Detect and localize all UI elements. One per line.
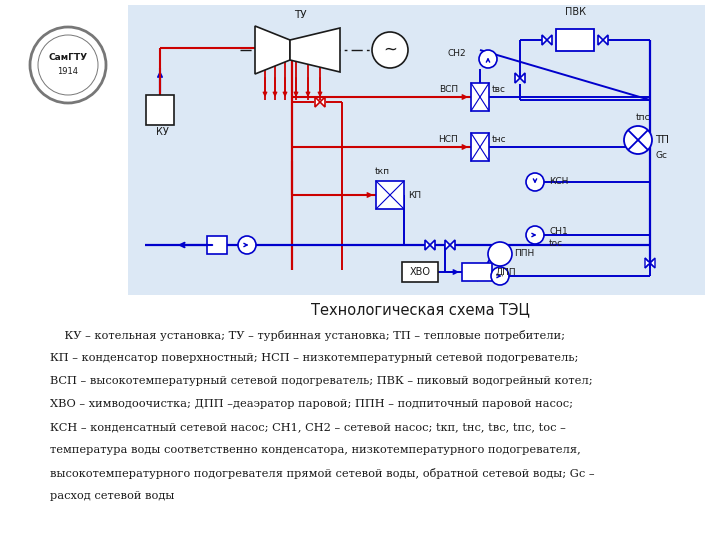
Circle shape bbox=[491, 267, 509, 285]
Polygon shape bbox=[547, 35, 552, 45]
Text: ТП: ТП bbox=[655, 135, 669, 145]
Text: высокотемпературного подогревателя прямой сетевой воды, обратной сетевой воды; G: высокотемпературного подогревателя прямо… bbox=[50, 468, 595, 479]
Circle shape bbox=[526, 226, 544, 244]
Text: Технологическая схема ТЭЦ: Технологическая схема ТЭЦ bbox=[310, 302, 529, 317]
Polygon shape bbox=[255, 26, 290, 74]
Circle shape bbox=[238, 236, 256, 254]
Text: КСН – конденсатный сетевой насос; СН1, СН2 – сетевой насос; tкп, tнс, tвс, tпс, : КСН – конденсатный сетевой насос; СН1, С… bbox=[50, 422, 566, 432]
Circle shape bbox=[372, 32, 408, 68]
Text: КП: КП bbox=[408, 191, 421, 199]
Bar bbox=[402, 262, 438, 282]
Text: 1914: 1914 bbox=[58, 66, 78, 76]
Text: температура воды соответственно конденсатора, низкотемпературного подогревателя,: температура воды соответственно конденса… bbox=[50, 445, 581, 455]
Text: КП – конденсатор поверхностный; НСП – низкотемпературный сетевой подогреватель;: КП – конденсатор поверхностный; НСП – ни… bbox=[50, 353, 578, 363]
Text: tвс: tвс bbox=[492, 84, 506, 93]
Text: tпс: tпс bbox=[636, 113, 651, 123]
Text: ~: ~ bbox=[383, 41, 397, 59]
Text: КСН: КСН bbox=[549, 178, 568, 186]
Text: ДПП: ДПП bbox=[495, 267, 516, 276]
Text: Gc: Gc bbox=[655, 151, 667, 159]
Text: tнс: tнс bbox=[492, 134, 507, 144]
Text: ВСП: ВСП bbox=[439, 84, 458, 93]
Circle shape bbox=[624, 126, 652, 154]
Text: ВСП – высокотемпературный сетевой подогреватель; ПВК – пиковый водогрейный котел: ВСП – высокотемпературный сетевой подогр… bbox=[50, 376, 593, 386]
Text: НСП: НСП bbox=[438, 134, 458, 144]
Polygon shape bbox=[290, 28, 340, 72]
Text: СН2: СН2 bbox=[447, 50, 466, 58]
Text: СамГТУ: СамГТУ bbox=[48, 52, 88, 62]
Bar bbox=[462, 263, 492, 281]
Text: ППН: ППН bbox=[514, 249, 534, 259]
Text: tкп: tкп bbox=[374, 166, 390, 176]
Polygon shape bbox=[430, 240, 435, 250]
Bar bbox=[146, 95, 174, 125]
Text: расход сетевой воды: расход сетевой воды bbox=[50, 491, 174, 501]
Polygon shape bbox=[603, 35, 608, 45]
Circle shape bbox=[30, 27, 106, 103]
Text: tос: tос bbox=[549, 239, 563, 247]
Polygon shape bbox=[542, 35, 547, 45]
Bar bbox=[471, 83, 489, 111]
Text: КУ: КУ bbox=[156, 127, 168, 137]
Text: ПВК: ПВК bbox=[564, 7, 585, 17]
Polygon shape bbox=[515, 73, 520, 83]
Polygon shape bbox=[445, 240, 450, 250]
Circle shape bbox=[526, 173, 544, 191]
Polygon shape bbox=[450, 240, 455, 250]
Bar bbox=[556, 29, 594, 51]
Text: ТУ: ТУ bbox=[294, 10, 306, 20]
Text: КУ – котельная установка; ТУ – турбинная установка; ТП – тепловые потребители;: КУ – котельная установка; ТУ – турбинная… bbox=[50, 330, 565, 341]
Bar bbox=[128, 5, 705, 295]
Polygon shape bbox=[650, 258, 655, 268]
Circle shape bbox=[488, 242, 512, 266]
Text: ХВО – химводоочистка; ДПП –деаэратор паровой; ППН – подпиточный паровой насос;: ХВО – химводоочистка; ДПП –деаэратор пар… bbox=[50, 399, 573, 409]
Bar bbox=[207, 236, 227, 254]
Polygon shape bbox=[320, 97, 325, 107]
Text: СН1: СН1 bbox=[549, 226, 568, 235]
Polygon shape bbox=[315, 97, 320, 107]
Polygon shape bbox=[520, 73, 525, 83]
Polygon shape bbox=[425, 240, 430, 250]
Polygon shape bbox=[645, 258, 650, 268]
Bar bbox=[376, 181, 404, 209]
Text: ХВО: ХВО bbox=[410, 267, 431, 277]
Bar bbox=[471, 133, 489, 161]
Circle shape bbox=[479, 50, 497, 68]
Polygon shape bbox=[598, 35, 603, 45]
